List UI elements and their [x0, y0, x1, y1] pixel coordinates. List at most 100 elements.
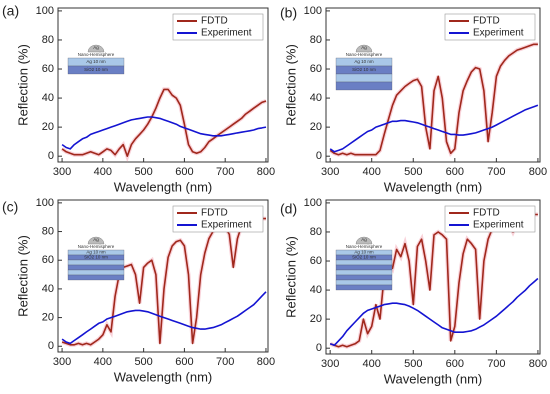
line	[61, 116, 267, 150]
inset-label: Ag 10 nm	[354, 250, 374, 255]
x-tick-label: 800	[257, 356, 275, 368]
inset-layer	[335, 73, 393, 83]
x-tick-label: 300	[321, 166, 339, 178]
inset-layer	[67, 65, 125, 75]
legend-label: Experiment	[473, 220, 524, 231]
inset-layer	[335, 81, 393, 91]
legend-box	[444, 205, 536, 233]
inset-layer	[335, 279, 393, 286]
inset-layer	[335, 274, 393, 281]
inset-hemisphere	[355, 236, 373, 245]
y-tick-label: 20	[42, 121, 54, 133]
y-tick-label: 100	[304, 5, 322, 17]
x-tick-label: 300	[53, 356, 71, 368]
x-tick-label: 300	[321, 358, 339, 370]
y-tick-label: 40	[42, 92, 54, 104]
x-tick-label: 500	[134, 356, 152, 368]
inset-layer	[335, 284, 393, 291]
inset-layer	[67, 259, 125, 266]
line	[61, 291, 267, 345]
x-tick-label: 700	[216, 166, 234, 178]
y-tick-label: 40	[310, 92, 322, 104]
y-tick-label: 100	[36, 5, 54, 17]
inset-layer	[335, 269, 393, 276]
legend-label: FDTD	[201, 16, 228, 27]
legend-label: Experiment	[473, 28, 524, 39]
inset-label: Ag 10 nm	[86, 250, 106, 255]
x-axis-label: Wavelength (nm)	[114, 369, 213, 384]
y-axis-label: Reflection (%)	[283, 44, 298, 126]
x-tick-label: 700	[487, 166, 505, 178]
y-tick-label: 80	[310, 34, 322, 46]
y-tick-label: 20	[42, 311, 54, 323]
y-tick-label: 40	[310, 284, 322, 296]
line	[61, 217, 266, 346]
y-tick-label: 20	[310, 313, 322, 325]
inset-label: Nano-Hemisphere	[78, 244, 115, 249]
y-tick-label: 0	[48, 150, 54, 162]
plot-frame	[325, 199, 541, 355]
inset-hemisphere	[87, 44, 105, 53]
legend-box	[444, 13, 536, 41]
y-axis-label: Reflection (%)	[15, 235, 30, 317]
legend-label: FDTD	[201, 208, 228, 219]
plot-frame	[57, 199, 269, 353]
panel-label: (d)	[280, 201, 297, 217]
x-tick-label: 600	[175, 356, 193, 368]
legend-label: FDTD	[473, 16, 500, 27]
y-tick-label: 60	[42, 254, 54, 266]
plot-frame	[325, 7, 541, 163]
x-axis-label: Wavelength (nm)	[114, 179, 213, 194]
x-tick-label: 400	[363, 358, 381, 370]
x-tick-label: 600	[446, 358, 464, 370]
x-tick-label: 600	[446, 166, 464, 178]
legend-label: FDTD	[473, 208, 500, 219]
inset-label: Nano-Hemisphere	[346, 244, 383, 249]
inset-label: Nano-Hemisphere	[78, 52, 115, 57]
y-tick-label: 0	[316, 150, 322, 162]
y-tick-label: 0	[316, 342, 322, 354]
y-tick-label: 60	[310, 63, 322, 75]
x-axis-label: Wavelength (nm)	[384, 371, 483, 386]
x-tick-label: 700	[487, 358, 505, 370]
inset-layer	[67, 274, 125, 281]
x-tick-label: 300	[53, 166, 71, 178]
inset-label: SiO2 10 nm	[84, 67, 108, 72]
panel-label: (c)	[2, 199, 18, 215]
x-tick-label: 400	[94, 356, 112, 368]
inset-label: Ag	[361, 45, 367, 50]
y-tick-label: 80	[42, 34, 54, 46]
inset-label: Ag	[93, 45, 99, 50]
inset-label: Ag	[361, 237, 367, 242]
legend-box	[172, 205, 264, 233]
line	[329, 104, 539, 153]
panel-label: (b)	[280, 5, 297, 21]
inset-label: Ag	[93, 237, 99, 242]
y-tick-label: 60	[42, 63, 54, 75]
y-tick-label: 60	[310, 255, 322, 267]
x-axis-label: Wavelength (nm)	[384, 179, 483, 194]
x-tick-label: 700	[216, 356, 234, 368]
x-tick-label: 500	[404, 358, 422, 370]
inset-layer	[335, 259, 393, 266]
x-tick-label: 400	[363, 166, 381, 178]
y-tick-label: 40	[42, 283, 54, 295]
inset-label: SiO2 10 nm	[352, 67, 376, 72]
line	[329, 277, 539, 347]
panel-label: (a)	[2, 3, 19, 19]
y-tick-label: 0	[48, 340, 54, 352]
line	[329, 43, 538, 156]
inset-layer	[67, 264, 125, 271]
y-tick-label: 80	[310, 226, 322, 238]
y-axis-label: Reflection (%)	[283, 236, 298, 318]
x-tick-label: 500	[134, 166, 152, 178]
inset-layer	[67, 269, 125, 276]
line	[61, 88, 267, 157]
inset-label: Ag 10 nm	[354, 59, 374, 64]
x-tick-label: 800	[529, 358, 547, 370]
y-axis-label: Reflection (%)	[15, 44, 30, 126]
inset-label: SiO2 10 nm	[352, 255, 376, 260]
legend-box	[172, 13, 264, 41]
x-tick-label: 600	[175, 166, 193, 178]
inset-label: SiO2 10 nm	[84, 255, 108, 260]
